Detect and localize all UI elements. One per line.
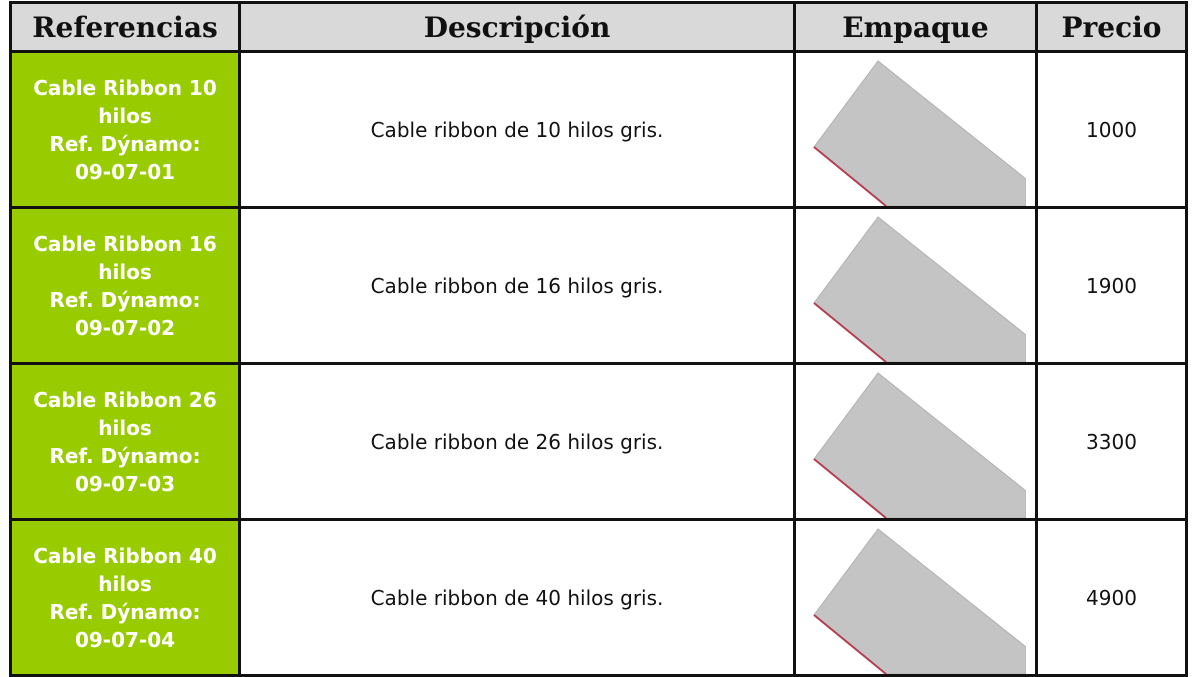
header-cell: Descripción bbox=[238, 1, 796, 53]
reference-cell: Cable Ribbon 26 hilos Ref. Dýnamo: 09-07-03 bbox=[9, 362, 241, 521]
table-body: Cable Ribbon 10 hilos Ref. Dýnamo: 09-07-01… bbox=[9, 50, 1188, 677]
reference-line: Ref. Dýnamo: bbox=[49, 443, 201, 468]
price-cell: 3300 bbox=[1035, 362, 1188, 521]
header-cell: Precio bbox=[1035, 1, 1188, 53]
table-row: Cable Ribbon 16 hilos Ref. Dýnamo: 09-07-02… bbox=[9, 206, 1188, 365]
ribbon-body bbox=[812, 372, 1026, 518]
package-cell bbox=[793, 206, 1038, 365]
description-cell: Cable ribbon de 26 hilos gris. bbox=[238, 362, 796, 521]
price-cell: 1900 bbox=[1035, 206, 1188, 365]
ribbon-red-edge bbox=[812, 614, 887, 674]
reference-line: Cable Ribbon 26 bbox=[33, 387, 217, 412]
reference-line: 09-07-04 bbox=[74, 627, 176, 652]
reference-line: hilos bbox=[98, 571, 152, 596]
ribbon-red-edge bbox=[812, 146, 887, 206]
reference-line: hilos bbox=[98, 103, 152, 128]
reference-line: hilos bbox=[98, 259, 152, 284]
reference-line: 09-07-02 bbox=[74, 315, 176, 340]
reference-line: Ref. Dýnamo: bbox=[49, 131, 201, 156]
reference-line: Ref. Dýnamo: bbox=[49, 599, 201, 624]
ribbon-body bbox=[812, 216, 1026, 362]
ribbon-cable-image bbox=[812, 372, 1026, 518]
reference-line: Ref. Dýnamo: bbox=[49, 287, 201, 312]
package-cell bbox=[793, 518, 1038, 677]
package-cell bbox=[793, 50, 1038, 209]
ribbon-body bbox=[812, 60, 1026, 206]
price-cell: 1000 bbox=[1035, 50, 1188, 209]
price-table: Referencias Descripción Empaque Precio Cabl… bbox=[9, 1, 1188, 677]
reference-line: 09-07-03 bbox=[74, 471, 176, 496]
description-cell: Cable ribbon de 16 hilos gris. bbox=[238, 206, 796, 365]
description-cell: Cable ribbon de 10 hilos gris. bbox=[238, 50, 796, 209]
reference-line: Cable Ribbon 16 bbox=[33, 231, 217, 256]
ribbon-cable-image bbox=[812, 216, 1026, 362]
reference-line: Cable Ribbon 40 bbox=[33, 543, 217, 568]
table-row: Cable Ribbon 10 hilos Ref. Dýnamo: 09-07-01… bbox=[9, 50, 1188, 209]
reference-cell: Cable Ribbon 40 hilos Ref. Dýnamo: 09-07-04 bbox=[9, 518, 241, 677]
reference-line: 09-07-01 bbox=[74, 159, 176, 184]
reference-cell: Cable Ribbon 16 hilos Ref. Dýnamo: 09-07-02 bbox=[9, 206, 241, 365]
header-row: Referencias Descripción Empaque Precio bbox=[9, 1, 1188, 53]
reference-cell: Cable Ribbon 10 hilos Ref. Dýnamo: 09-07-01 bbox=[9, 50, 241, 209]
description-cell: Cable ribbon de 40 hilos gris. bbox=[238, 518, 796, 677]
ribbon-red-edge bbox=[812, 302, 887, 362]
header-cell: Empaque bbox=[793, 1, 1038, 53]
table-row: Cable Ribbon 40 hilos Ref. Dýnamo: 09-07-04… bbox=[9, 518, 1188, 677]
ribbon-red-edge bbox=[812, 458, 887, 518]
ribbon-body bbox=[812, 528, 1026, 674]
reference-line: Cable Ribbon 10 bbox=[33, 75, 217, 100]
price-cell: 4900 bbox=[1035, 518, 1188, 677]
header-cell: Referencias bbox=[9, 1, 241, 53]
table-row: Cable Ribbon 26 hilos Ref. Dýnamo: 09-07-03… bbox=[9, 362, 1188, 521]
ribbon-cable-image bbox=[812, 528, 1026, 674]
ribbon-cable-image bbox=[812, 60, 1026, 206]
package-cell bbox=[793, 362, 1038, 521]
reference-line: hilos bbox=[98, 415, 152, 440]
